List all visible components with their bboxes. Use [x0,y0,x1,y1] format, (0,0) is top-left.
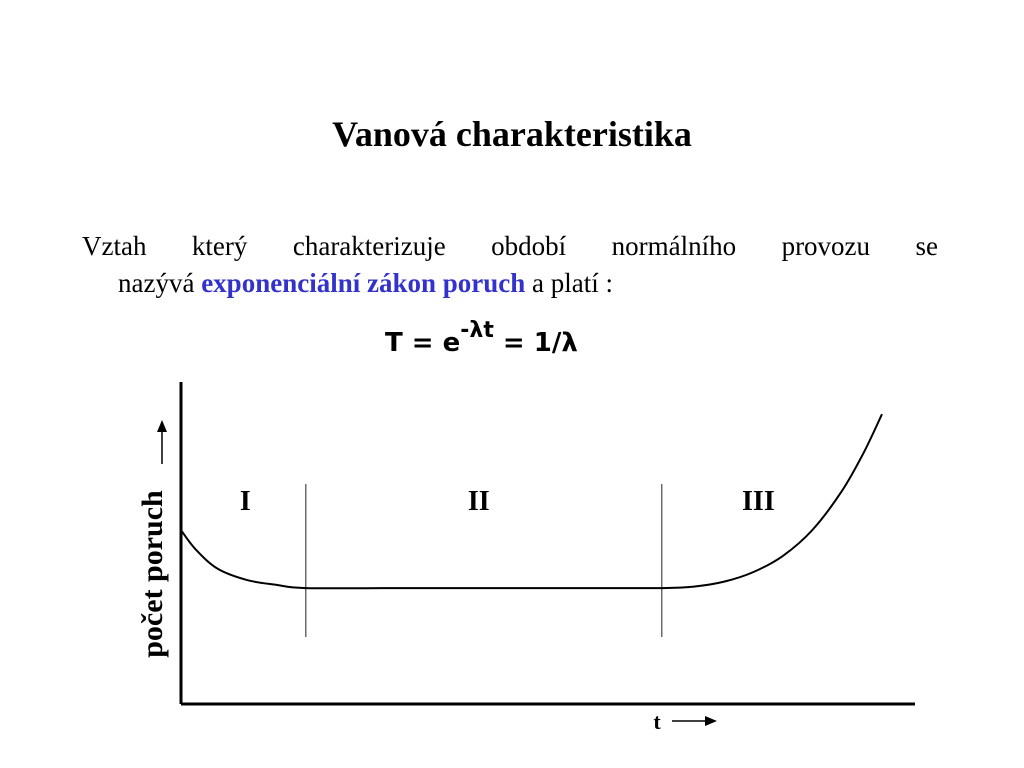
formula-lhs: T = e [385,328,461,358]
paragraph-line-2-prefix: nazývá [118,268,202,298]
y-axis-label: počet poruch [136,490,169,658]
highlighted-term: exponenciální zákon poruch [201,268,526,298]
region-label-III: III [742,486,775,517]
y-axis-arrow-icon [157,420,167,464]
region-label-I: I [240,486,251,517]
slide-title: Vanová charakteristika [332,114,692,154]
formula: T = e-λt = 1/λ [385,315,578,371]
formula-rhs: = 1/λ [493,328,578,358]
paragraph-line-1: Vztah který charakterizuje období normál… [82,231,938,261]
paragraph-line-2-suffix: a platí : [525,268,613,298]
formula-exponent: -λt [460,318,494,344]
x-axis-arrow-icon [672,716,717,726]
description-paragraph: Vztah který charakterizuje období normál… [82,228,938,302]
region-label-II: II [468,486,490,517]
x-axis-label: t [653,709,661,734]
failure-rate-curve [180,413,883,590]
paragraph-line-2: nazývá exponenciální zákon poruch a plat… [82,265,938,302]
